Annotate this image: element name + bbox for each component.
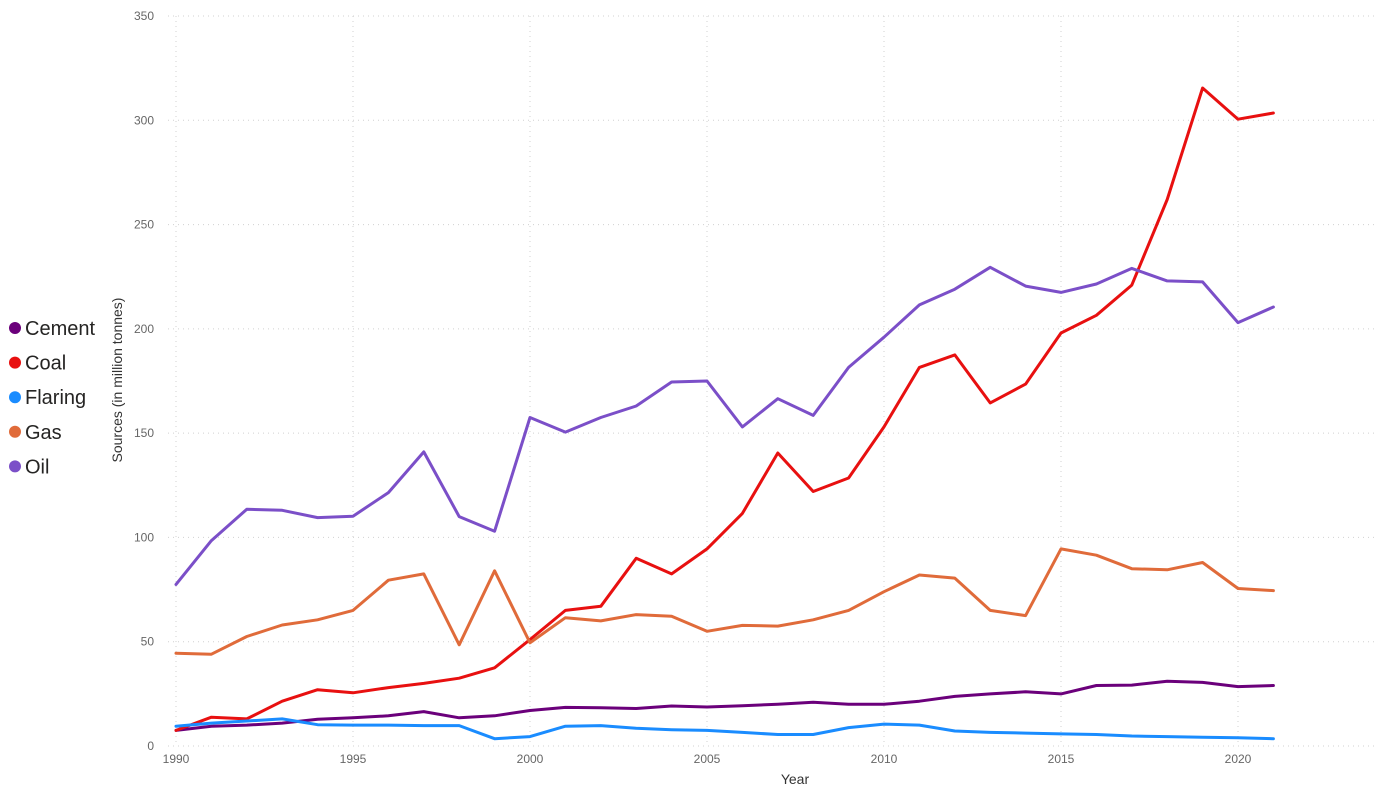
x-tick-label: 2015 (1048, 752, 1075, 766)
y-tick-label: 50 (141, 635, 155, 649)
x-tick-label: 1995 (340, 752, 367, 766)
x-axis-title: Year (781, 771, 810, 787)
y-axis-title: Sources (in million tonnes) (109, 298, 125, 463)
series-line-oil (174, 265, 1275, 586)
legend-marker-gas (9, 425, 21, 438)
legend-marker-flaring (9, 391, 21, 404)
legend-marker-cement (9, 322, 21, 334)
series-line-flaring (174, 717, 1275, 741)
y-tick-label: 0 (147, 739, 154, 753)
legend-marker-coal (9, 356, 21, 369)
legend-label-oil: Oil (25, 456, 49, 478)
legend-marker-oil (9, 460, 21, 473)
y-tick-label: 100 (134, 530, 154, 544)
legend-label-flaring: Flaring (25, 387, 86, 409)
x-tick-label: 2000 (517, 752, 544, 766)
legend: Cement Coal Flaring Gas Oil (9, 318, 95, 478)
y-tick-label: 350 (134, 9, 154, 23)
y-tick-label: 300 (134, 113, 154, 127)
legend-label-coal: Coal (25, 353, 66, 375)
x-axis-ticks: 1990 1995 2000 2005 2010 2015 2020 (163, 752, 1252, 766)
y-axis-ticks: 0 50 100 150 200 250 300 350 (134, 9, 154, 753)
x-tick-label: 1990 (163, 752, 190, 766)
x-tick-label: 2005 (694, 752, 721, 766)
x-tick-label: 2020 (1225, 752, 1252, 766)
x-tick-label: 2010 (871, 752, 898, 766)
series-line-cement (174, 679, 1275, 732)
series-line-coal (174, 86, 1275, 732)
series-line-gas (174, 547, 1275, 656)
legend-label-cement: Cement (25, 318, 95, 340)
y-tick-label: 250 (134, 218, 154, 232)
y-tick-label: 150 (134, 426, 154, 440)
gridlines (168, 15, 1378, 747)
y-tick-label: 200 (134, 322, 154, 336)
legend-label-gas: Gas (25, 422, 62, 444)
series-lines (174, 86, 1275, 741)
